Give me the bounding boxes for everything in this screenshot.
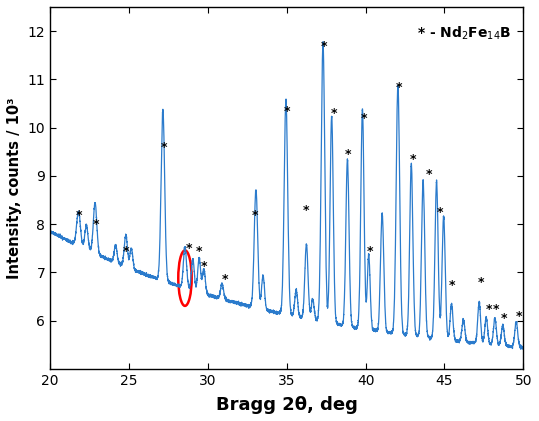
Text: *: * [331, 107, 337, 120]
Text: * - Nd$_2$Fe$_{14}$B: * - Nd$_2$Fe$_{14}$B [417, 25, 512, 43]
Text: *: * [345, 148, 351, 161]
Text: *: * [410, 153, 416, 166]
Text: *: * [303, 204, 310, 217]
Text: *: * [485, 303, 492, 316]
Text: *: * [93, 218, 99, 231]
Text: *: * [122, 245, 129, 258]
Text: *: * [252, 209, 258, 222]
Text: *: * [501, 312, 508, 325]
Text: *: * [185, 242, 192, 256]
Text: *: * [396, 81, 402, 94]
Y-axis label: Intensity, counts / 10³: Intensity, counts / 10³ [7, 97, 22, 279]
Text: *: * [493, 303, 500, 316]
Text: *: * [449, 279, 455, 292]
Text: *: * [425, 168, 432, 181]
X-axis label: Bragg 2θ, deg: Bragg 2θ, deg [216, 396, 358, 414]
Text: *: * [361, 112, 367, 125]
Text: *: * [515, 310, 522, 323]
Text: *: * [478, 276, 484, 289]
Text: *: * [75, 209, 82, 222]
Text: *: * [161, 141, 167, 154]
Text: *: * [367, 245, 374, 258]
Text: *: * [437, 206, 443, 219]
Text: *: * [196, 245, 203, 258]
Text: *: * [201, 260, 207, 273]
Text: *: * [284, 105, 290, 118]
Text: *: * [222, 273, 229, 286]
Text: *: * [321, 40, 327, 53]
